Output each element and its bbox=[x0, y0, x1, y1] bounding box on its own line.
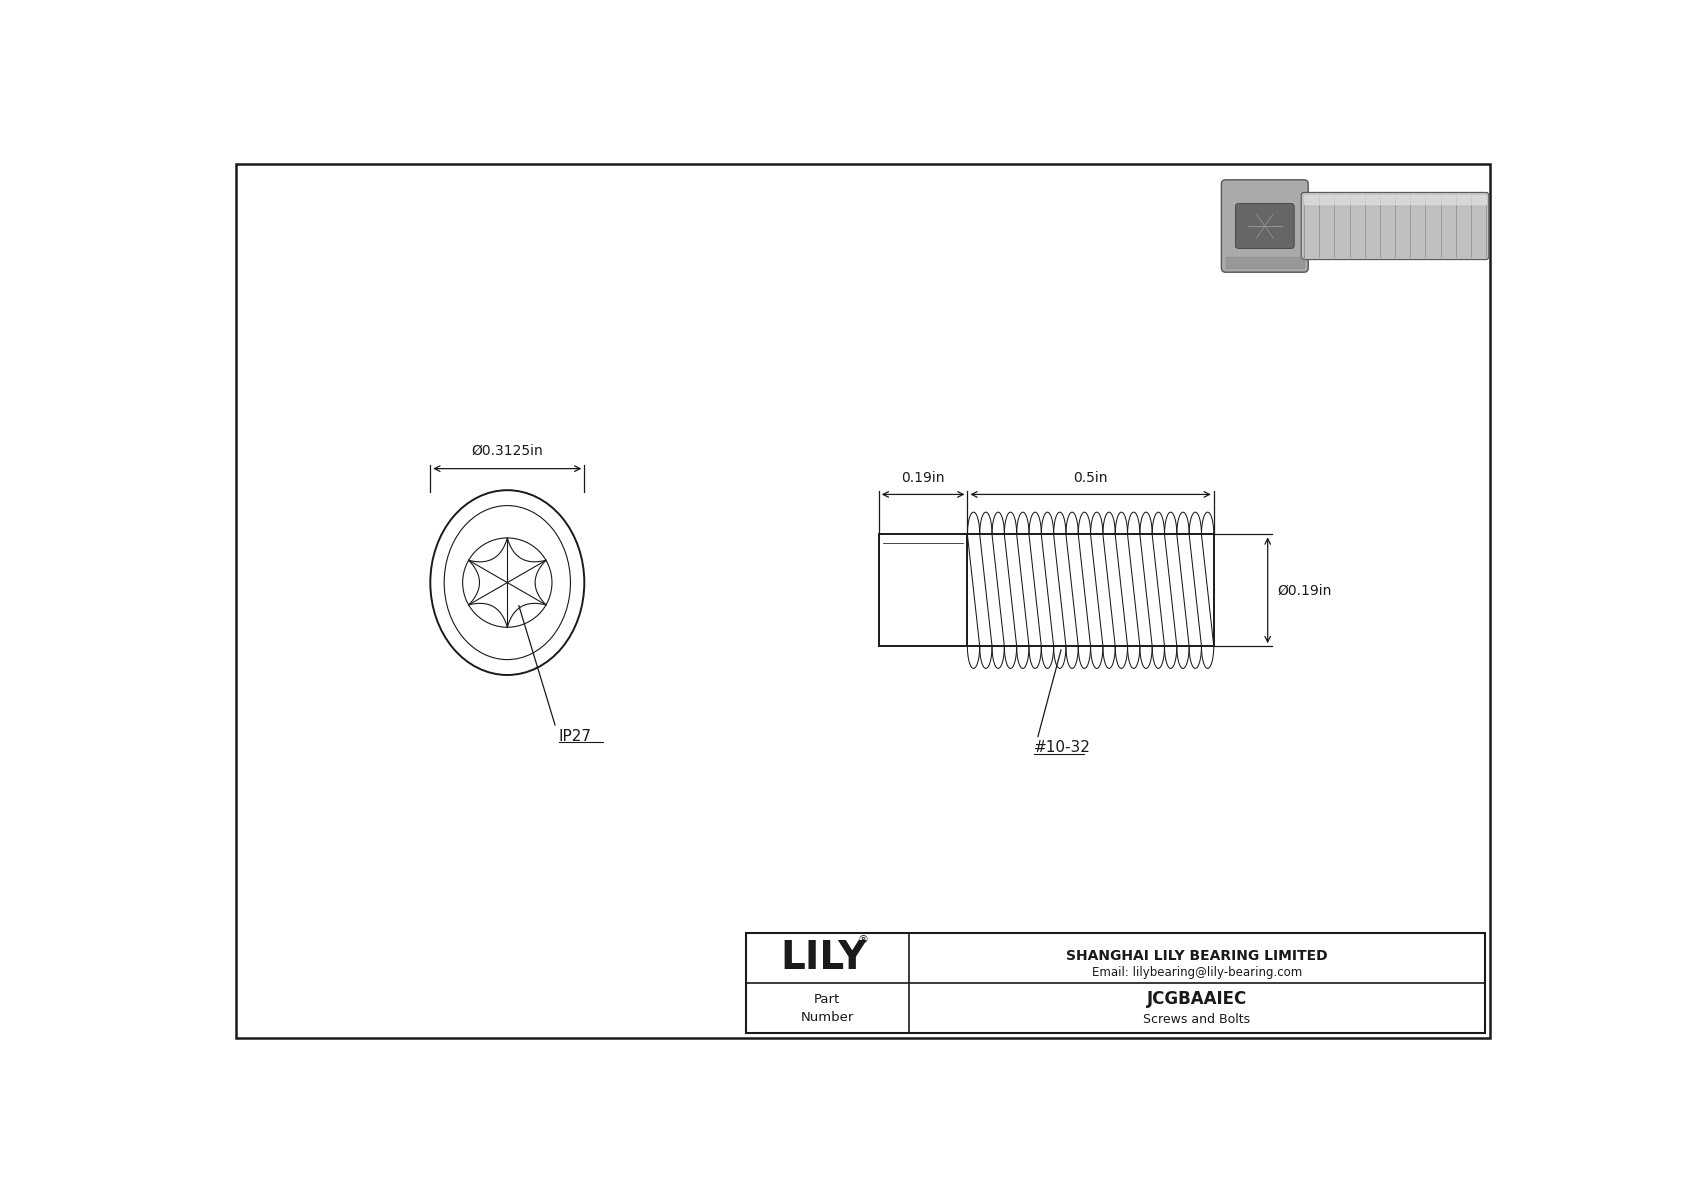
Ellipse shape bbox=[445, 506, 571, 660]
Text: JCGBAAIEC: JCGBAAIEC bbox=[1147, 990, 1248, 1008]
Text: Email: lilybearing@lily-bearing.com: Email: lilybearing@lily-bearing.com bbox=[1091, 966, 1302, 979]
Text: 0.5in: 0.5in bbox=[1073, 472, 1108, 485]
Text: SHANGHAI LILY BEARING LIMITED: SHANGHAI LILY BEARING LIMITED bbox=[1066, 949, 1327, 964]
Text: IP27: IP27 bbox=[559, 729, 591, 744]
FancyBboxPatch shape bbox=[1221, 180, 1308, 273]
FancyBboxPatch shape bbox=[1236, 204, 1295, 249]
Text: Screws and Bolts: Screws and Bolts bbox=[1143, 1012, 1251, 1025]
Text: Ø0.3125in: Ø0.3125in bbox=[472, 444, 544, 457]
Bar bbox=[746, 933, 1485, 1033]
Text: ®: ® bbox=[857, 935, 869, 946]
Text: 0.19in: 0.19in bbox=[901, 472, 945, 485]
FancyBboxPatch shape bbox=[1302, 193, 1489, 260]
Circle shape bbox=[463, 538, 552, 628]
Text: Ø0.19in: Ø0.19in bbox=[1276, 584, 1332, 598]
Text: Part
Number: Part Number bbox=[800, 992, 854, 1023]
Bar bbox=[879, 535, 967, 646]
Text: LILY: LILY bbox=[780, 939, 867, 977]
Ellipse shape bbox=[431, 491, 584, 675]
Text: #10-32: #10-32 bbox=[1034, 741, 1091, 755]
